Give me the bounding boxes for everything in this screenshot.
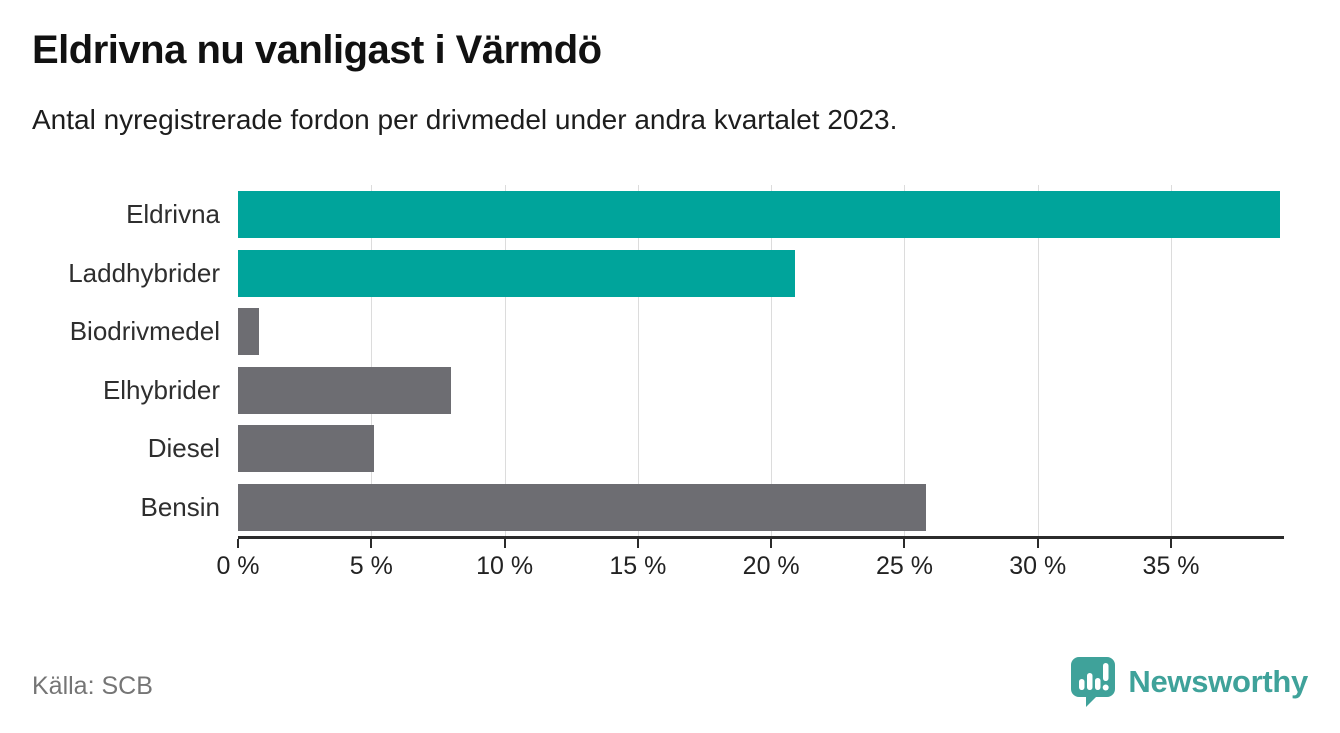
chart-title: Eldrivna nu vanligast i Värmdö [32, 28, 602, 72]
x-tick-0 [237, 539, 239, 548]
bar-row [238, 302, 1283, 361]
gridline-30 [1037, 185, 1039, 536]
gridline-25 [904, 185, 906, 536]
bar-bensin[interactable] [238, 483, 926, 531]
x-tick-25 [903, 539, 906, 548]
x-tick-label-35: 35 % [1142, 552, 1200, 580]
category-label-bensin: Bensin [140, 491, 221, 522]
bar-row [238, 185, 1283, 244]
gridline-15 [637, 185, 639, 536]
x-tick-30 [1036, 539, 1039, 548]
bar-row [238, 419, 1283, 478]
gridline-5 [371, 185, 373, 536]
category-axis: Eldrivna Laddhybrider Biodrivmedel Elhybrid… [0, 185, 220, 536]
bar-elhybrider[interactable] [238, 366, 452, 414]
category-label-elhybrider: Elhybrider [102, 374, 220, 405]
bar-row [238, 478, 1283, 537]
x-tick-15 [636, 539, 639, 548]
x-tick-label-25: 25 % [875, 552, 933, 580]
x-tick-label-30: 30 % [1009, 552, 1067, 580]
gridline-20 [771, 185, 773, 536]
x-tick-10 [503, 539, 506, 548]
bar-eldrivna[interactable] [238, 191, 1281, 238]
newsworthy-wordmark: Newsworthy [1128, 664, 1308, 699]
x-tick-label-15: 15 % [609, 552, 667, 580]
newsworthy-logo[interactable]: Newsworthy [1070, 656, 1308, 708]
category-label-eldrivna: Eldrivna [126, 199, 220, 229]
plot-area [238, 185, 1283, 536]
category-label-diesel: Diesel [147, 433, 220, 463]
category-label-biodrivmedel: Biodrivmedel [69, 316, 220, 346]
x-tick-35 [1170, 539, 1173, 548]
source-note: Källa: SCB [32, 672, 153, 700]
x-tick-label-5: 5 % [349, 552, 393, 580]
newsworthy-bubble-chart-icon [1070, 656, 1116, 708]
bar-diesel[interactable] [238, 425, 374, 472]
x-tick-5 [370, 539, 373, 548]
x-tick-label-20: 20 % [742, 552, 800, 580]
bar-row [238, 361, 1283, 420]
chart-subtitle: Antal nyregistrerade fordon per drivmede… [32, 104, 898, 135]
category-label-laddhybrider: Laddhybrider [68, 257, 220, 288]
gridline-35 [1171, 185, 1173, 536]
bar-laddhybrider[interactable] [238, 249, 796, 297]
x-tick-label-0: 0 % [216, 552, 260, 580]
x-tick-20 [770, 539, 773, 548]
gridline-10 [504, 185, 506, 536]
bar-row [238, 244, 1283, 303]
bar-biodrivmedel[interactable] [238, 308, 260, 355]
x-tick-label-10: 10 % [476, 552, 534, 580]
x-axis-line [238, 536, 1284, 539]
